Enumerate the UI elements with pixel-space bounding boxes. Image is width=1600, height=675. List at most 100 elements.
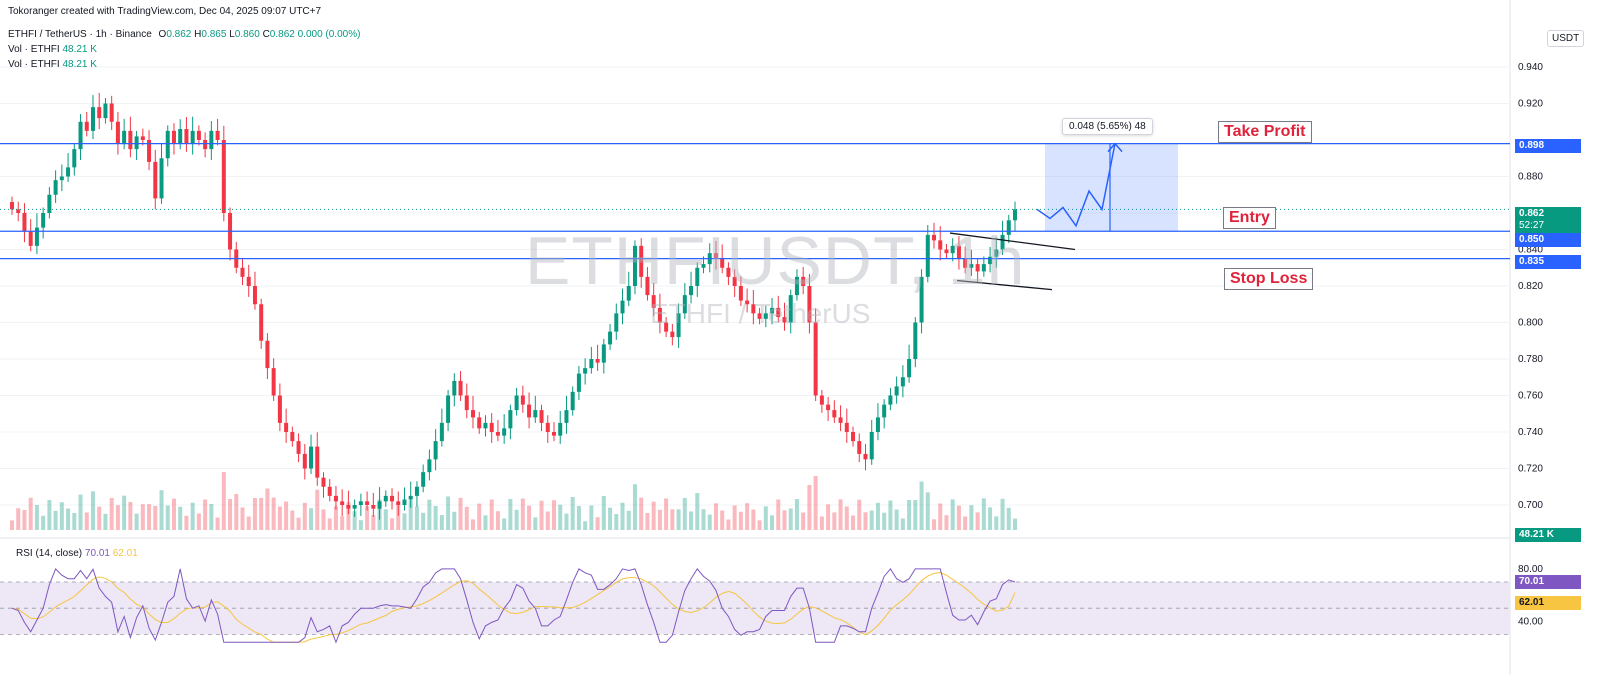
volume-bar [122,495,127,530]
volume-bar [801,512,806,530]
volume-bar [981,498,986,530]
volume-bar [16,508,21,530]
level-lines [0,143,1510,260]
candle-body [147,140,152,162]
candle-body [601,344,606,363]
volume-bar [875,502,880,530]
volume-bar [682,498,687,530]
volume-bar [402,513,407,530]
candle-body [875,417,880,432]
low-value: 0.860 [234,29,260,40]
candle-body [632,245,637,286]
volume-bar [1013,518,1017,530]
candle-body [645,276,650,296]
currency-button[interactable]: USDT [1547,30,1585,47]
candle-body [713,253,718,259]
volume-bar [433,506,438,530]
volume-bar [327,518,332,530]
price-tick-label: 0.920 [1518,99,1543,110]
rsi-value: 70.01 [84,548,110,559]
volume-bar [583,521,588,530]
volume-bar [807,485,812,530]
rsi-legend[interactable]: RSI (14, close) 70.01 62.01 [16,548,138,559]
candle-body [358,501,363,505]
symbol-line: ETHFI / TetherUS · 1h · Binance [8,29,152,40]
volume-bar [28,497,33,530]
volume-bar [97,506,102,530]
candle-body [446,395,451,423]
candle-body [277,395,282,423]
candle-body [925,234,930,277]
volume-bar [788,508,793,530]
candle-body [969,264,974,268]
volume-bar [128,502,133,530]
volume-bar [414,506,419,530]
volume-bar [770,515,775,530]
volume-bar [358,520,363,530]
volume-bar [153,506,158,530]
candle-body [159,158,164,199]
candlesticks [10,92,1017,520]
volume-legend-2[interactable]: Vol · ETHFI 48.21 K [8,59,97,70]
take-profit-label[interactable]: Take Profit [1218,121,1312,143]
rsi-line [11,568,1016,644]
volume-bar [558,504,563,530]
candle-body [1013,209,1017,221]
volume-bar [502,518,507,530]
candle-body [614,313,619,332]
volume-value: 48.21 K [62,59,97,70]
price-tick-label: 0.820 [1518,281,1543,292]
price-tick-label: 0.760 [1518,391,1543,402]
volume-legend-1[interactable]: Vol · ETHFI 48.21 K [8,44,97,55]
volume-bar [427,499,432,530]
candle-body [894,386,899,396]
candle-body [97,107,102,119]
candle-body [1000,234,1005,250]
candle-body [944,249,949,254]
volume-bar [527,505,532,530]
volume-bar [888,500,893,530]
candle-body [78,121,83,150]
candle-body [639,245,644,277]
candle-body [963,258,968,268]
candle-body [832,410,837,418]
volume-bar [408,500,413,530]
volume-bar [309,508,314,530]
volume-bar [907,500,912,530]
volume-bar [284,501,289,530]
volume-bar [53,510,58,530]
volume-bar [832,512,837,530]
candle-body [726,267,731,277]
volume-bar [994,516,999,530]
volume-bar [109,498,114,530]
price-tick-label: 0.840 [1518,245,1543,256]
stop-loss-label[interactable]: Stop Loss [1224,268,1314,290]
volume-bar [657,509,662,530]
high-label: H [194,29,202,40]
candle-body [346,505,351,509]
entry-label[interactable]: Entry [1223,207,1276,229]
volume-tag: 48.21 K [1515,528,1581,542]
price-tick-label: 0.740 [1518,427,1543,438]
candle-body [115,121,120,144]
volume-bar [203,499,208,530]
volume-bar [651,501,656,530]
candle-body [153,161,158,199]
last-price-tag: 0.862 [1515,207,1581,221]
candle-body [171,130,176,144]
candle-body [252,286,257,305]
price-range-measure[interactable]: 0.048 (5.65%) 48 [1062,118,1153,135]
candle-body [788,295,793,323]
volume-bar [956,505,961,530]
candle-body [178,129,183,144]
candle-body [801,276,806,286]
volume-bar [352,511,357,530]
volume-bar [514,509,519,530]
symbol-legend[interactable]: ETHFI / TetherUS · 1h · Binance O0.862 H… [8,29,360,40]
candle-body [408,495,413,500]
volume-bar [196,513,201,530]
candle-body [333,495,338,502]
volume-bar [209,504,214,530]
volume-bar [78,494,83,530]
